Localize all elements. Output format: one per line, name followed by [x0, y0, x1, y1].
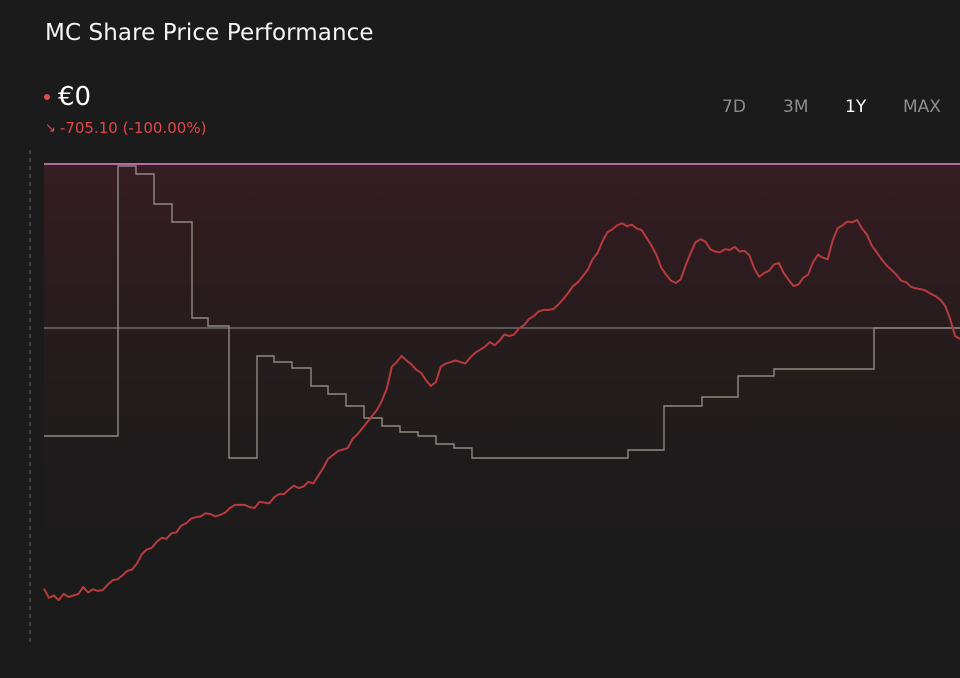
range-selector: 7D 3M 1Y MAX: [700, 97, 960, 121]
current-price: €0: [58, 82, 92, 112]
price-series-line: [43, 219, 960, 602]
price-tag: [930, 138, 960, 162]
comparison-series-line: [44, 165, 960, 459]
range-tab-max[interactable]: MAX: [903, 97, 941, 117]
price-display: €0: [44, 82, 91, 112]
range-tab-1y[interactable]: 1Y: [845, 97, 867, 117]
live-dot-icon: [44, 94, 50, 100]
range-tab-3m[interactable]: 3M: [783, 97, 809, 117]
chart-area-fill: [44, 164, 960, 644]
price-change: ↘ -705.10 (-100.00%): [45, 119, 206, 137]
arrow-down-right-icon: ↘: [45, 120, 56, 136]
range-tab-7d[interactable]: 7D: [722, 97, 746, 117]
price-change-value: -705.10 (-100.00%): [59, 119, 207, 137]
chart-title: MC Share Price Performance: [45, 20, 374, 46]
